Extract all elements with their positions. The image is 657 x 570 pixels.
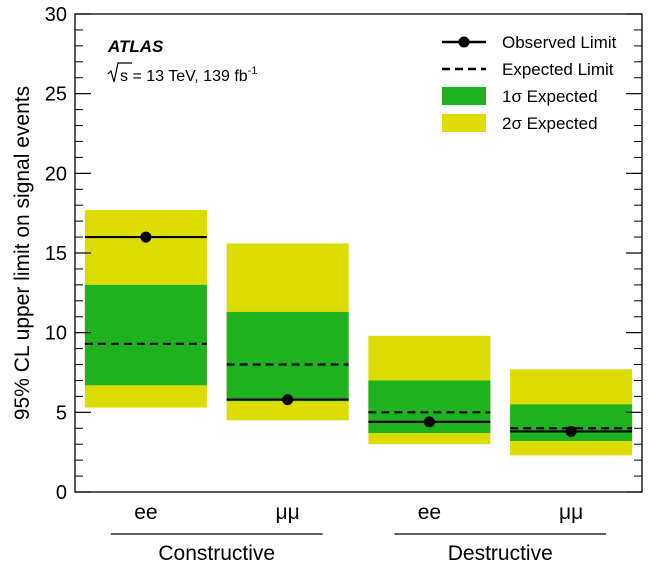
svg-text:s = 13 TeV, 139 fb-1: s = 13 TeV, 139 fb-1 bbox=[120, 65, 257, 85]
energy-text: s = 13 TeV, 139 fb bbox=[120, 68, 248, 85]
y-tick-label-4: 20 bbox=[45, 163, 67, 185]
y-axis-label: 95% CL upper limit on signal events bbox=[11, 86, 34, 420]
legend-swatch-3 bbox=[442, 114, 486, 132]
sqrt-symbol bbox=[107, 62, 132, 83]
y-tick-label-0: 0 bbox=[56, 482, 67, 504]
y-tick-label-5: 25 bbox=[45, 84, 67, 106]
energy-lumi-label: s = 13 TeV, 139 fb-1 bbox=[107, 62, 257, 85]
legend: Observed Limit Expected Limit 1σ Expected 2… bbox=[442, 33, 617, 133]
group-label-1: Destructive bbox=[448, 542, 553, 565]
atlas-label: ATLAS bbox=[107, 37, 164, 56]
observed-limit-marker-0 bbox=[140, 231, 152, 243]
x-category-label-0: ee bbox=[134, 501, 157, 524]
legend-observed-marker bbox=[458, 36, 470, 48]
x-category-label-2: ee bbox=[418, 501, 441, 524]
group-label-0: Constructive bbox=[158, 542, 275, 565]
band-1sigma-1 bbox=[226, 311, 349, 402]
band-1sigma-0 bbox=[84, 284, 207, 386]
y-tick-label-2: 10 bbox=[45, 323, 67, 345]
y-ticks-layer: 0 5 10 15 20 25 30 bbox=[45, 4, 642, 504]
limit-lines-layer bbox=[84, 231, 633, 437]
legend-swatch-2 bbox=[442, 87, 486, 105]
observed-limit-marker-3 bbox=[565, 425, 577, 437]
legend-label-0: Observed Limit bbox=[502, 33, 617, 52]
legend-label-3: 2σ Expected bbox=[502, 114, 598, 133]
x-category-label-1: μμ bbox=[276, 501, 300, 524]
y-tick-label-3: 15 bbox=[45, 243, 67, 265]
legend-label-1: Expected Limit bbox=[502, 60, 614, 79]
bands-layer bbox=[84, 209, 633, 456]
x-category-label-3: μμ bbox=[559, 501, 583, 524]
lumi-exponent: -1 bbox=[248, 65, 258, 77]
observed-limit-marker-1 bbox=[282, 394, 294, 406]
y-tick-label-6: 30 bbox=[45, 4, 67, 26]
observed-limit-marker-2 bbox=[423, 416, 435, 428]
y-tick-label-1: 5 bbox=[56, 402, 67, 424]
legend-label-2: 1σ Expected bbox=[502, 87, 598, 106]
